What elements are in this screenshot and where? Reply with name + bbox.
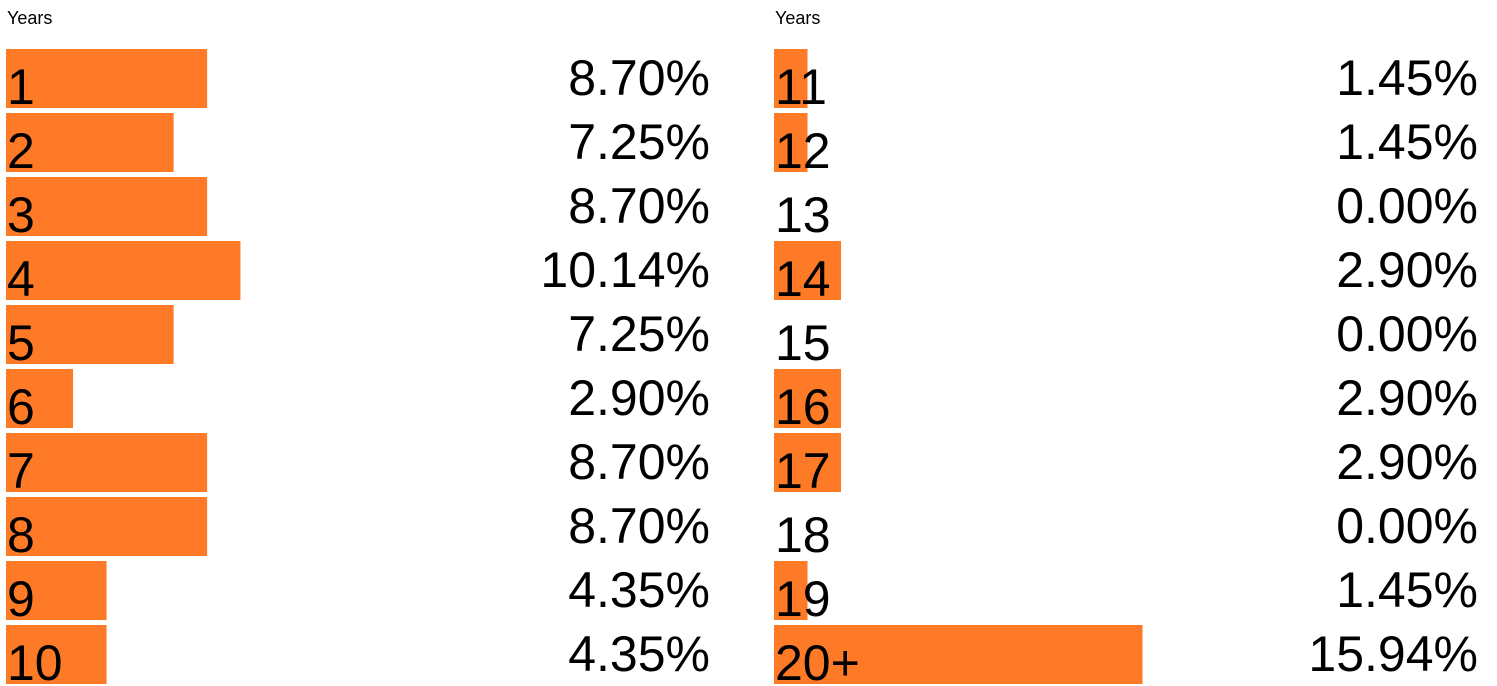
column-header: Years xyxy=(775,8,820,28)
value-label: 4.35% xyxy=(568,562,710,618)
category-label: 18 xyxy=(775,507,831,563)
value-label: 10.14% xyxy=(540,242,710,298)
value-label: 7.25% xyxy=(568,306,710,362)
category-label: 11 xyxy=(775,59,827,115)
value-label: 1.45% xyxy=(1336,562,1478,618)
value-label: 8.70% xyxy=(568,50,710,106)
value-label: 15.94% xyxy=(1308,626,1478,682)
value-label: 0.00% xyxy=(1336,498,1478,554)
category-label: 20+ xyxy=(775,635,860,686)
bar xyxy=(6,177,208,236)
value-label: 2.90% xyxy=(1336,434,1478,490)
bar xyxy=(6,305,174,364)
category-label: 15 xyxy=(775,315,831,371)
bar xyxy=(6,497,208,556)
category-label: 17 xyxy=(775,443,831,499)
value-label: 7.25% xyxy=(568,114,710,170)
bar xyxy=(774,369,842,428)
category-label: 19 xyxy=(775,571,831,627)
value-label: 0.00% xyxy=(1336,178,1478,234)
value-label: 2.90% xyxy=(1336,242,1478,298)
value-label: 8.70% xyxy=(568,178,710,234)
bar xyxy=(774,433,842,492)
bar xyxy=(774,241,842,300)
bar xyxy=(6,241,241,300)
category-label: 6 xyxy=(7,379,35,435)
bar xyxy=(774,113,808,172)
category-label: 14 xyxy=(775,251,831,307)
bar xyxy=(6,561,107,620)
category-label: 2 xyxy=(7,123,35,179)
category-label: 16 xyxy=(775,379,831,435)
bar xyxy=(774,561,808,620)
category-label: 4 xyxy=(7,251,35,307)
column-header: Years xyxy=(7,8,52,28)
bar xyxy=(6,113,174,172)
category-label: 12 xyxy=(775,123,831,179)
value-label: 8.70% xyxy=(568,434,710,490)
value-label: 8.70% xyxy=(568,498,710,554)
value-label: 0.00% xyxy=(1336,306,1478,362)
bar xyxy=(6,49,208,108)
value-label: 4.35% xyxy=(568,626,710,682)
category-label: 8 xyxy=(7,507,35,563)
bar xyxy=(6,625,107,684)
value-label: 2.90% xyxy=(1336,370,1478,426)
bar xyxy=(774,625,1143,684)
bar xyxy=(774,49,808,108)
category-label: 10 xyxy=(7,635,63,686)
value-label: 1.45% xyxy=(1336,114,1478,170)
bar xyxy=(6,369,74,428)
value-label: 1.45% xyxy=(1336,50,1478,106)
category-label: 3 xyxy=(7,187,35,243)
category-label: 5 xyxy=(7,315,35,371)
category-label: 1 xyxy=(7,59,35,115)
category-label: 13 xyxy=(775,187,831,243)
category-label: 9 xyxy=(7,571,35,627)
category-label: 7 xyxy=(7,443,35,499)
value-label: 2.90% xyxy=(568,370,710,426)
bar xyxy=(6,433,208,492)
